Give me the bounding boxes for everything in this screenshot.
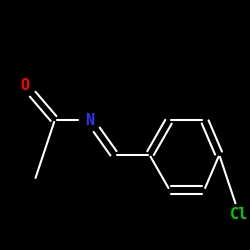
Text: Cl: Cl <box>230 207 248 222</box>
Text: O: O <box>20 78 30 93</box>
Text: N: N <box>85 112 94 128</box>
